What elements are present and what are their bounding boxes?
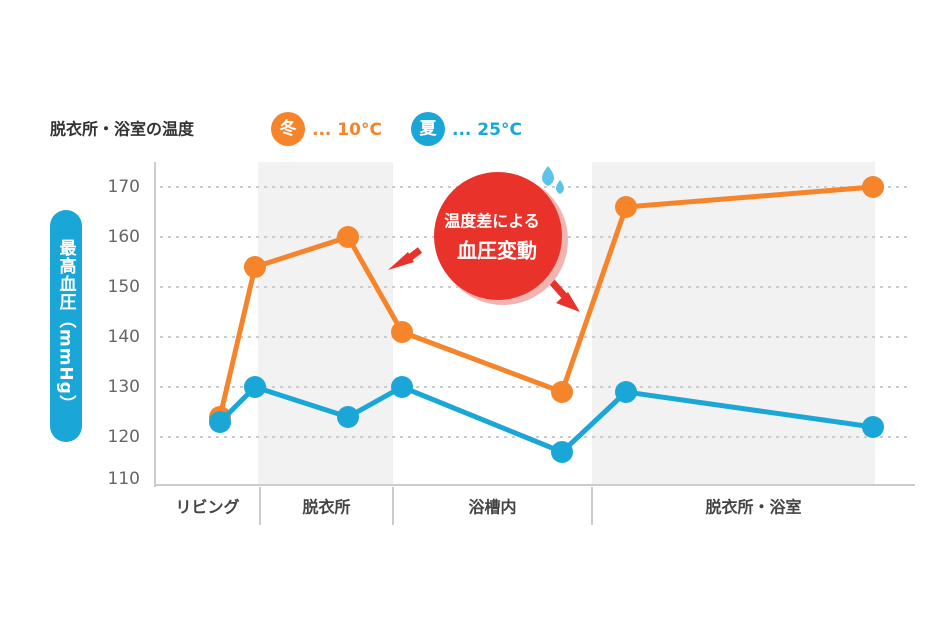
drop <box>542 166 554 186</box>
legend-name: 夏 <box>420 119 438 139</box>
annotation-text: 血圧変動 <box>457 239 537 263</box>
y-tick-label: 150 <box>108 277 140 297</box>
y-tick-label: 120 <box>108 427 140 447</box>
point <box>337 226 359 248</box>
y-axis-label: 最高血圧（mmHg） <box>50 210 82 442</box>
annotation: 温度差による 血圧変動 <box>388 166 580 312</box>
y-tick-label: 160 <box>108 227 140 247</box>
arrow <box>549 279 571 303</box>
legend-marker <box>411 112 445 146</box>
y-tick-label: 130 <box>108 377 140 397</box>
point <box>209 411 231 433</box>
point <box>615 381 637 403</box>
point <box>551 381 573 403</box>
point <box>862 416 884 438</box>
point <box>391 376 413 398</box>
y-tick-label: 170 <box>108 177 140 197</box>
point <box>551 441 573 463</box>
legend-title: 脱衣所・浴室の温度 <box>50 120 195 139</box>
legend: 冬 ... 10°C 夏 ... 25°C <box>271 112 522 146</box>
x-tick-label: リビング <box>175 498 239 517</box>
plot: 110 120 130 140 150 160 170 リビング 脱衣所 浴槽内 脱衣所・浴室 <box>108 176 910 525</box>
legend-name: 冬 <box>280 118 297 139</box>
point <box>391 321 413 343</box>
point <box>244 256 266 278</box>
y-tick-label: 140 <box>108 327 140 347</box>
bubble <box>434 172 562 300</box>
legend-label: ... 25°C <box>452 120 522 140</box>
legend-marker <box>271 112 305 146</box>
point <box>862 176 884 198</box>
x-tick-label: 浴槽内 <box>468 498 516 517</box>
band <box>592 162 875 485</box>
x-tick-label: 脱衣所 <box>302 498 350 517</box>
annotation-text: 温度差による <box>443 212 540 231</box>
arrow <box>401 247 423 265</box>
band <box>258 162 393 485</box>
arrow <box>556 292 580 312</box>
point <box>244 376 266 398</box>
point <box>615 196 637 218</box>
point <box>337 406 359 428</box>
y-tick-label: 110 <box>108 469 140 489</box>
x-tick-label: 脱衣所・浴室 <box>705 498 801 517</box>
legend-label: ... 10°C <box>312 120 382 140</box>
drop <box>556 180 564 194</box>
